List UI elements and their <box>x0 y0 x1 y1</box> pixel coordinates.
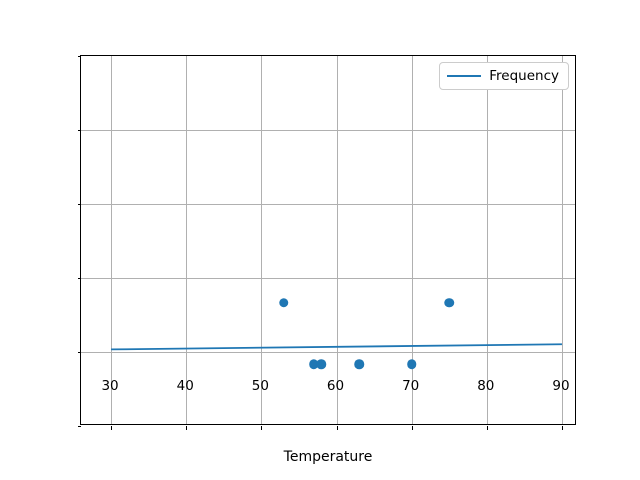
x-tick-label: 30 <box>101 378 119 394</box>
x-tick-label: 60 <box>326 378 345 394</box>
x-tick-mark <box>111 426 113 430</box>
legend-label-frequency: Frequency <box>489 68 559 84</box>
y-tick-mark <box>77 130 81 131</box>
gridline-vertical <box>111 56 113 424</box>
scatter-point <box>354 359 364 369</box>
x-tick-label: 50 <box>251 378 269 394</box>
x-tick-mark <box>561 426 563 430</box>
gridline-vertical <box>411 56 413 424</box>
data-layer <box>81 56 577 426</box>
y-tick-mark <box>77 204 81 205</box>
y-tick-mark <box>77 426 81 427</box>
x-axis-label: Temperature <box>283 449 373 465</box>
x-tick-mark <box>261 426 263 430</box>
gridline-vertical <box>336 56 338 424</box>
y-tick-mark <box>77 278 81 279</box>
gridline-vertical <box>486 56 488 424</box>
scatter-point <box>316 359 327 369</box>
x-tick-mark <box>186 426 188 430</box>
x-tick-label: 80 <box>477 378 495 394</box>
scatter-point <box>444 298 454 308</box>
y-tick-mark <box>77 352 81 353</box>
plot-area: Frequency <box>77 55 577 430</box>
gridline-horizontal <box>81 204 575 205</box>
gridline-vertical <box>261 56 263 424</box>
gridline-horizontal <box>81 130 575 131</box>
legend[interactable]: Frequency <box>439 62 569 90</box>
gridline-vertical <box>186 56 188 424</box>
scatter-point <box>309 359 319 369</box>
gridline-horizontal <box>81 278 575 279</box>
gridline-vertical <box>561 56 563 424</box>
legend-line-swatch-icon <box>447 75 482 77</box>
scatter-point <box>279 298 289 308</box>
x-tick-label: 70 <box>402 378 420 394</box>
x-tick-mark <box>411 426 413 430</box>
x-tick-mark <box>336 426 338 430</box>
y-tick-mark <box>77 56 81 57</box>
x-tick-label: 90 <box>552 378 570 394</box>
x-tick-mark <box>486 426 488 430</box>
frequency-line <box>111 343 562 351</box>
gridline-horizontal <box>81 352 575 353</box>
x-tick-label: 40 <box>176 378 194 394</box>
